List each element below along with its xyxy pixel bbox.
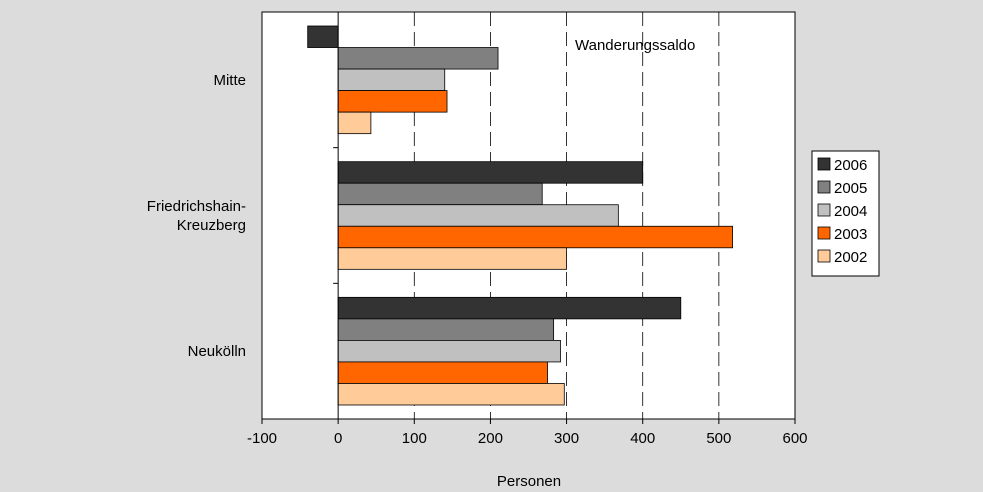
- legend-label-2002: 2002: [834, 249, 867, 266]
- legend-label-2005: 2005: [834, 180, 867, 197]
- legend-label-2006: 2006: [834, 157, 867, 174]
- bar-2006-2: [337, 296, 682, 320]
- legend-label-2004: 2004: [834, 203, 867, 220]
- x-tick-label-2: 100: [402, 430, 427, 447]
- bar-2005-0: [337, 47, 499, 70]
- legend-label-2003: 2003: [834, 226, 867, 243]
- x-tick-label-1: 0: [334, 430, 342, 447]
- bar-2002-0: [337, 111, 372, 135]
- x-axis-title: Personen: [497, 473, 561, 490]
- category-label-1: Friedrichshain-Kreuzberg: [147, 198, 246, 234]
- bar-2003-0: [337, 90, 448, 113]
- bar-2005-2: [337, 318, 555, 341]
- bar-2003-1: [337, 225, 733, 249]
- bar-2005-1: [337, 182, 543, 206]
- axes: [261, 12, 796, 424]
- bar-2006-1: [337, 161, 644, 184]
- bar-2002-2: [337, 383, 565, 406]
- x-tick-label-5: 400: [630, 430, 655, 447]
- bar-2006-0: [307, 25, 339, 48]
- x-tick-label-0: -100: [247, 430, 277, 447]
- category-labels: Mitte Friedrichshain-Kreuzberg Neukölln: [147, 72, 246, 360]
- category-label-0: Mitte: [213, 72, 246, 89]
- legend-swatch-2004: [817, 203, 831, 217]
- legend: 2006 2005 2004 2003 2002: [811, 150, 880, 277]
- x-tick-label-6: 500: [706, 430, 731, 447]
- bar-2002-1: [337, 247, 567, 270]
- category-label-2: Neukölln: [188, 343, 246, 360]
- x-tick-label-4: 300: [554, 430, 579, 447]
- bar-2004-0: [337, 68, 446, 91]
- x-tick-label-7: 600: [782, 430, 807, 447]
- bars: [307, 25, 733, 406]
- legend-swatch-2002: [817, 249, 831, 263]
- legend-swatch-2003: [817, 226, 831, 240]
- chart-title: Wanderungssaldo: [575, 37, 695, 54]
- bar-2003-2: [337, 361, 548, 384]
- x-tick-labels: -100 0 100 200 300 400 500 600: [247, 430, 808, 447]
- legend-swatch-2005: [817, 180, 831, 194]
- bar-2004-2: [337, 339, 561, 363]
- bar-2004-1: [337, 204, 619, 227]
- legend-swatch-2006: [817, 157, 831, 171]
- x-tick-label-3: 200: [478, 430, 503, 447]
